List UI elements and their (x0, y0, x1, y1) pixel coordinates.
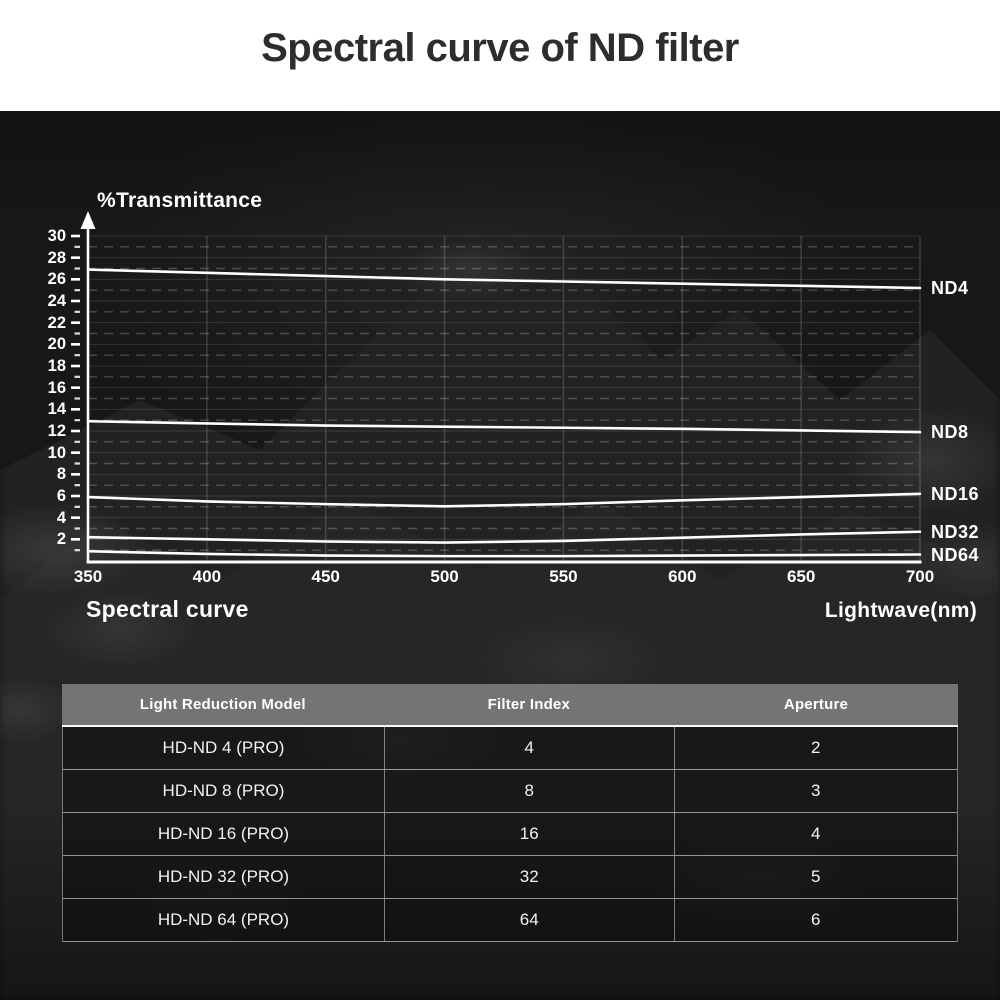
y-tick-label: 18 (47, 357, 66, 375)
series-label-nd4: ND4 (931, 278, 969, 298)
y-tick-label: 12 (47, 422, 66, 440)
y-tick-label: 16 (47, 378, 66, 397)
x-axis-title: Lightwave(nm) (824, 599, 977, 622)
table-header-cell: Aperture (783, 696, 849, 713)
table-row: HD-ND 8 (PRO) 8 3 (63, 770, 957, 813)
series-label-nd16: ND16 (931, 483, 980, 504)
x-tick-label: 500 (430, 567, 459, 586)
x-tick-label: 600 (668, 567, 697, 586)
y-tick-label: 20 (47, 335, 66, 354)
series-line-nd4 (86, 268, 922, 290)
x-tick-label: 400 (192, 567, 222, 586)
title-band: Spectral curve of ND filter (0, 0, 1000, 111)
table-cell: 32 (383, 856, 674, 898)
x-tick-label: 650 (786, 567, 816, 586)
x-tick-label: 350 (73, 567, 103, 586)
y-tick-label: 28 (47, 248, 66, 267)
table-cell: HD-ND 16 (PRO) (157, 824, 290, 843)
table-cell: HD-ND 64 (PRO) (157, 910, 290, 929)
x-tick-label: 550 (549, 567, 578, 586)
y-tick-label: 14 (47, 400, 66, 419)
table-header-cell: Filter Index (487, 696, 571, 713)
table-body: HD-ND 4 (PRO) 4 2 HD-ND 8 (PRO) 8 3 HD-ND 16 (… (62, 727, 958, 942)
table-cell: 4 (383, 727, 674, 769)
series-line-nd32 (86, 530, 922, 544)
table-cell: 64 (383, 899, 674, 941)
table-cell: 4 (673, 813, 957, 855)
y-tick-label: 8 (56, 465, 66, 484)
y-tick-label: 6 (56, 487, 66, 505)
series-line-nd8 (86, 419, 922, 434)
series-label-nd32: ND32 (931, 521, 980, 542)
table-row: HD-ND 16 (PRO) 16 4 (63, 813, 957, 856)
table-header-cell: Light Reduction Model (139, 696, 306, 713)
table-cell: 3 (673, 770, 957, 812)
x-tick-label: 700 (905, 567, 935, 586)
table-cell: HD-ND 4 (PRO) (162, 738, 285, 757)
table-cell: 6 (673, 899, 957, 941)
nd-filter-spec-table: Light Reduction Model Filter Index Apertur… (62, 684, 958, 942)
table-cell: 8 (383, 770, 674, 812)
y-axis-title: %Transmittance (97, 189, 263, 212)
page-title: Spectral curve of ND filter (261, 26, 739, 70)
table-cell: 16 (383, 813, 674, 855)
series-label-nd8: ND8 (931, 422, 969, 443)
table-cell: HD-ND 32 (PRO) (157, 867, 290, 886)
series-line-nd16 (86, 492, 922, 508)
y-tick-label: 26 (47, 270, 66, 289)
table-cell: HD-ND 8 (PRO) (162, 781, 285, 800)
y-tick-label: 10 (47, 443, 66, 462)
table-cell: 5 (673, 856, 957, 898)
chart-caption: Spectral curve (86, 596, 249, 622)
x-tick-label: 450 (311, 567, 340, 586)
table-row: HD-ND 32 (PRO) 32 5 (63, 856, 957, 899)
table-row: HD-ND 4 (PRO) 4 2 (63, 727, 957, 770)
table-header-row: Light Reduction Model Filter Index Apertur… (62, 684, 958, 727)
series-label-nd64: ND64 (931, 544, 980, 565)
y-tick-label: 22 (47, 313, 66, 332)
y-tick-label: 4 (56, 508, 66, 527)
y-tick-label: 24 (47, 292, 66, 310)
y-tick-label: 30 (47, 227, 66, 245)
y-tick-label: 2 (56, 530, 66, 549)
series-line-nd64 (86, 549, 922, 558)
table-cell: 2 (673, 727, 957, 769)
y-axis-arrow (80, 211, 96, 229)
table-row: HD-ND 64 (PRO) 64 6 (63, 899, 957, 942)
